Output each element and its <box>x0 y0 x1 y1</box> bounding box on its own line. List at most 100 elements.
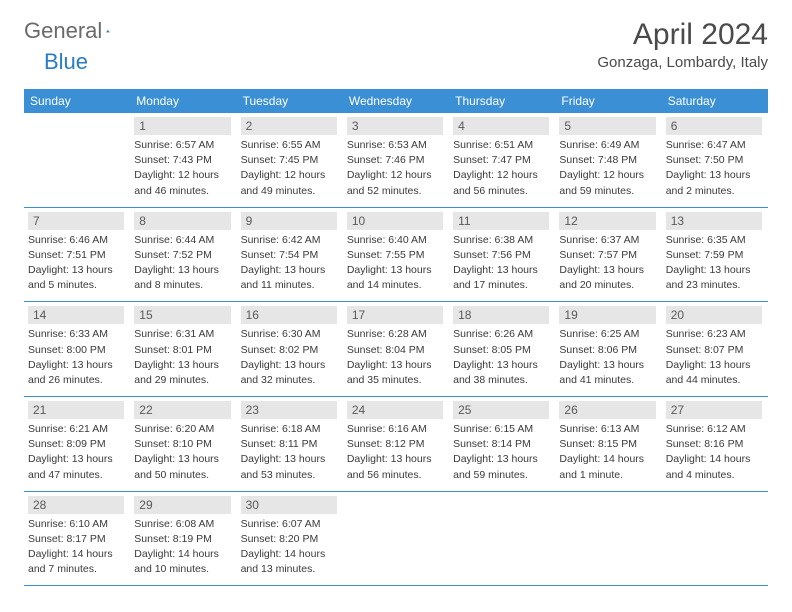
day-detail-line: and 1 minute. <box>559 468 655 482</box>
day-detail-line: Daylight: 14 hours <box>28 547 124 561</box>
day-number: 3 <box>347 117 443 135</box>
day-number: 9 <box>241 212 337 230</box>
day-detail-line: Sunrise: 6:12 AM <box>666 422 762 436</box>
calendar-day-cell: 27Sunrise: 6:12 AMSunset: 8:16 PMDayligh… <box>662 397 768 492</box>
day-detail-line: Sunset: 7:59 PM <box>666 248 762 262</box>
day-details: Sunrise: 6:53 AMSunset: 7:46 PMDaylight:… <box>347 138 443 198</box>
calendar-day-cell: 15Sunrise: 6:31 AMSunset: 8:01 PMDayligh… <box>130 302 236 397</box>
day-number: 10 <box>347 212 443 230</box>
day-details: Sunrise: 6:49 AMSunset: 7:48 PMDaylight:… <box>559 138 655 198</box>
day-details: Sunrise: 6:46 AMSunset: 7:51 PMDaylight:… <box>28 233 124 293</box>
calendar-day-cell <box>449 491 555 586</box>
calendar-day-cell: 18Sunrise: 6:26 AMSunset: 8:05 PMDayligh… <box>449 302 555 397</box>
day-detail-line: and 59 minutes. <box>559 184 655 198</box>
day-detail-line: Sunset: 8:00 PM <box>28 343 124 357</box>
weekday-header: Monday <box>130 89 236 113</box>
month-title: April 2024 <box>597 18 768 52</box>
calendar-week-row: 14Sunrise: 6:33 AMSunset: 8:00 PMDayligh… <box>24 302 768 397</box>
day-detail-line: Daylight: 14 hours <box>559 452 655 466</box>
day-detail-line: Sunrise: 6:55 AM <box>241 138 337 152</box>
day-number: 25 <box>453 401 549 419</box>
day-detail-line: Sunset: 8:04 PM <box>347 343 443 357</box>
logo-sail-icon <box>106 23 110 39</box>
day-detail-line: Sunset: 8:14 PM <box>453 437 549 451</box>
day-details: Sunrise: 6:26 AMSunset: 8:05 PMDaylight:… <box>453 327 549 387</box>
calendar-day-cell: 1 Sunrise: 6:57 AMSunset: 7:43 PMDaylight… <box>130 113 236 207</box>
day-number: 7 <box>28 212 124 230</box>
calendar-day-cell: 7 Sunrise: 6:46 AMSunset: 7:51 PMDaylight… <box>24 207 130 302</box>
calendar-day-cell: 11Sunrise: 6:38 AMSunset: 7:56 PMDayligh… <box>449 207 555 302</box>
calendar-day-cell: 23Sunrise: 6:18 AMSunset: 8:11 PMDayligh… <box>237 397 343 492</box>
day-detail-line: Daylight: 13 hours <box>241 452 337 466</box>
day-details: Sunrise: 6:47 AMSunset: 7:50 PMDaylight:… <box>666 138 762 198</box>
day-detail-line: and 35 minutes. <box>347 373 443 387</box>
day-number: 20 <box>666 306 762 324</box>
calendar-day-cell: 24Sunrise: 6:16 AMSunset: 8:12 PMDayligh… <box>343 397 449 492</box>
day-detail-line: and 52 minutes. <box>347 184 443 198</box>
day-detail-line: Sunset: 7:47 PM <box>453 153 549 167</box>
calendar-day-cell: 10Sunrise: 6:40 AMSunset: 7:55 PMDayligh… <box>343 207 449 302</box>
day-detail-line: Daylight: 13 hours <box>134 358 230 372</box>
day-detail-line: Daylight: 13 hours <box>28 452 124 466</box>
day-detail-line: and 32 minutes. <box>241 373 337 387</box>
day-detail-line: Daylight: 13 hours <box>241 358 337 372</box>
day-detail-line: Sunrise: 6:13 AM <box>559 422 655 436</box>
day-detail-line: Sunset: 8:02 PM <box>241 343 337 357</box>
day-detail-line: Daylight: 13 hours <box>559 358 655 372</box>
day-details: Sunrise: 6:25 AMSunset: 8:06 PMDaylight:… <box>559 327 655 387</box>
day-detail-line: Daylight: 12 hours <box>453 168 549 182</box>
day-detail-line: Sunrise: 6:20 AM <box>134 422 230 436</box>
day-detail-line: Sunrise: 6:31 AM <box>134 327 230 341</box>
calendar-day-cell: 12Sunrise: 6:37 AMSunset: 7:57 PMDayligh… <box>555 207 661 302</box>
day-number: 29 <box>134 496 230 514</box>
calendar-day-cell: 9Sunrise: 6:42 AMSunset: 7:54 PMDaylight… <box>237 207 343 302</box>
day-number: 24 <box>347 401 443 419</box>
day-number: 11 <box>453 212 549 230</box>
calendar-day-cell <box>343 491 449 586</box>
day-detail-line: Daylight: 13 hours <box>453 452 549 466</box>
calendar-day-cell: 17Sunrise: 6:28 AMSunset: 8:04 PMDayligh… <box>343 302 449 397</box>
day-detail-line: Sunrise: 6:28 AM <box>347 327 443 341</box>
day-number: 26 <box>559 401 655 419</box>
day-detail-line: and 17 minutes. <box>453 278 549 292</box>
day-detail-line: Daylight: 12 hours <box>347 168 443 182</box>
day-details: Sunrise: 6:15 AMSunset: 8:14 PMDaylight:… <box>453 422 549 482</box>
calendar-day-cell: 3 Sunrise: 6:53 AMSunset: 7:46 PMDaylight… <box>343 113 449 207</box>
day-detail-line: Sunrise: 6:07 AM <box>241 517 337 531</box>
weekday-header: Sunday <box>24 89 130 113</box>
day-number: 6 <box>666 117 762 135</box>
day-details: Sunrise: 6:57 AMSunset: 7:43 PMDaylight:… <box>134 138 230 198</box>
day-detail-line: Daylight: 13 hours <box>666 263 762 277</box>
day-detail-line: Daylight: 13 hours <box>453 358 549 372</box>
day-detail-line: Sunset: 7:43 PM <box>134 153 230 167</box>
calendar-day-cell: 6 Sunrise: 6:47 AMSunset: 7:50 PMDaylight… <box>662 113 768 207</box>
weekday-header: Tuesday <box>237 89 343 113</box>
day-detail-line: Sunrise: 6:49 AM <box>559 138 655 152</box>
day-detail-line: Sunrise: 6:16 AM <box>347 422 443 436</box>
day-detail-line: Sunset: 7:57 PM <box>559 248 655 262</box>
day-number: 5 <box>559 117 655 135</box>
day-detail-line: Sunset: 7:56 PM <box>453 248 549 262</box>
calendar-day-cell: 22Sunrise: 6:20 AMSunset: 8:10 PMDayligh… <box>130 397 236 492</box>
day-detail-line: Sunset: 8:15 PM <box>559 437 655 451</box>
day-number: 23 <box>241 401 337 419</box>
calendar-day-cell: 19 Sunrise: 6:25 AMSunset: 8:06 PMDayligh… <box>555 302 661 397</box>
day-detail-line: and 10 minutes. <box>134 562 230 576</box>
day-number: 19 <box>559 306 655 324</box>
calendar-day-cell: 13Sunrise: 6:35 AMSunset: 7:59 PMDayligh… <box>662 207 768 302</box>
day-detail-line: Sunrise: 6:33 AM <box>28 327 124 341</box>
day-details: Sunrise: 6:13 AMSunset: 8:15 PMDaylight:… <box>559 422 655 482</box>
day-detail-line: Daylight: 13 hours <box>559 263 655 277</box>
day-number: 12 <box>559 212 655 230</box>
day-number: 1 <box>134 117 230 135</box>
calendar-day-cell: 2Sunrise: 6:55 AMSunset: 7:45 PMDaylight… <box>237 113 343 207</box>
weekday-header: Thursday <box>449 89 555 113</box>
day-details: Sunrise: 6:55 AMSunset: 7:45 PMDaylight:… <box>241 138 337 198</box>
day-detail-line: Sunrise: 6:51 AM <box>453 138 549 152</box>
calendar-week-row: 28Sunrise: 6:10 AMSunset: 8:17 PMDayligh… <box>24 491 768 586</box>
day-detail-line: and 59 minutes. <box>453 468 549 482</box>
day-detail-line: Sunrise: 6:44 AM <box>134 233 230 247</box>
calendar-day-cell: 26 Sunrise: 6:13 AMSunset: 8:15 PMDayligh… <box>555 397 661 492</box>
logo-text-blue: Blue <box>44 49 88 74</box>
day-detail-line: and 38 minutes. <box>453 373 549 387</box>
